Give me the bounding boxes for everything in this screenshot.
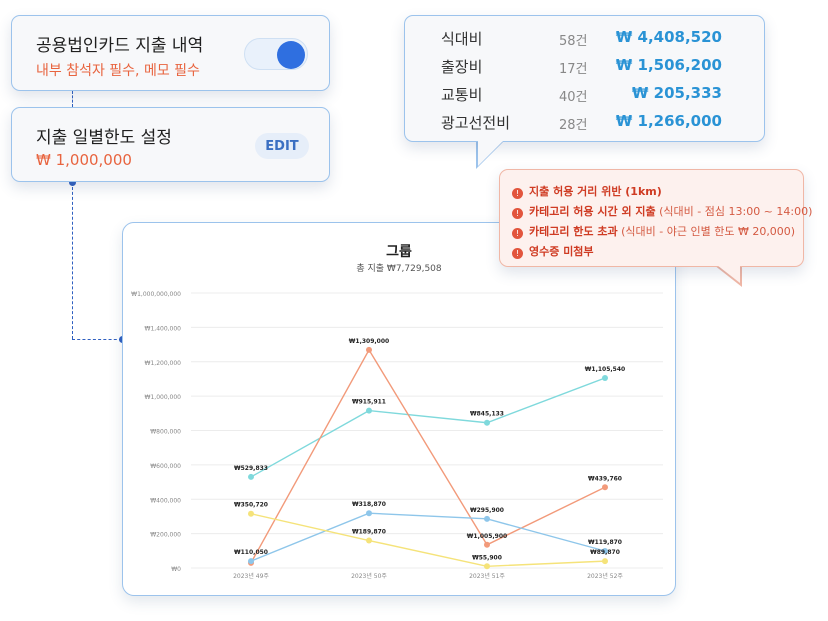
alert-detail: (식대비 - 점심 13:00 ~ 14:00) [655,205,813,218]
category-count: 17건 [559,62,588,77]
data-label: ₩915,911 [352,399,386,406]
y-tick-label: ₩1,200,000 [145,360,182,367]
toggle-knob [277,41,305,69]
x-tick-label: 2023년 52주 [587,572,623,580]
connector-dot [69,179,76,186]
data-label: ₩55,900 [472,554,502,561]
category-amount: ₩ 4,408,520 [615,28,722,46]
category-count: 58건 [559,34,588,49]
data-point [366,346,372,353]
category-row[interactable]: 교통비 40건 ₩ 205,333 [405,84,764,112]
data-label: ₩318,870 [352,501,386,508]
series-line [250,512,606,562]
category-count: 40건 [559,90,588,105]
alert-icon: ! [512,208,523,219]
alert-card-tail [717,265,740,283]
data-point [366,510,372,517]
category-row[interactable]: 식대비 58건 ₩ 4,408,520 [405,28,764,56]
x-tick-label: 2023년 51주 [469,572,505,580]
y-tick-label: ₩1,000,000 [145,394,182,401]
series-line [250,348,606,564]
policy-subtitle: 내부 참석자 필수, 메모 필수 [36,63,200,79]
data-point [602,484,608,491]
connector-line-bottom [72,182,73,339]
data-label: ₩845,133 [470,411,504,418]
connector-line-horizontal [72,339,122,340]
data-point [484,515,490,522]
data-label: ₩1,005,900 [467,533,507,540]
data-point [602,558,608,565]
alert-item: ! 영수증 미첨부 [512,243,594,259]
data-point [602,374,608,381]
data-label: ₩529,833 [234,465,268,472]
policy-title: 공용법인카드 지출 내역 [36,36,204,56]
alert-icon: ! [512,228,523,239]
limit-title: 지출 일별한도 설정 [36,128,172,148]
data-point [248,558,254,565]
data-label: ₩350,720 [234,502,268,509]
data-point [366,407,372,414]
series-line [250,377,606,478]
daily-limit-card: 지출 일별한도 설정 ₩ 1,000,000 EDIT [11,107,330,182]
y-tick-label: ₩400,000 [150,497,181,504]
alert-main: 영수증 미첨부 [529,245,594,258]
y-tick-label: ₩0 [171,566,181,573]
category-card-tail [478,140,504,166]
chart-subtitle: 총 지출 ₩7,729,508 [356,264,442,274]
alert-card: ! 지출 허용 거리 위반 (1km) ! 카테고리 허용 시간 외 지출 (식대비… [499,169,812,267]
y-tick-label: ₩200,000 [150,532,181,539]
category-name: 출장비 [441,58,483,76]
y-tick-label: ₩600,000 [150,463,181,470]
alert-detail: (식대비 - 야근 인별 한도 ₩ 20,000) [617,225,796,238]
alert-icon: ! [512,188,523,199]
alert-item: ! 카테고리 한도 초과 (식대비 - 야근 인별 한도 ₩ 20,000) [512,223,795,239]
category-row[interactable]: 출장비 17건 ₩ 1,506,200 [405,56,764,84]
series-line [250,513,606,567]
data-label: ₩110,050 [234,549,268,556]
data-label: ₩89,870 [590,549,620,556]
category-name: 교통비 [441,86,483,104]
data-point [248,510,254,517]
category-amount: ₩ 1,266,000 [615,112,722,130]
alert-item: ! 카테고리 허용 시간 외 지출 (식대비 - 점심 13:00 ~ 14:00… [512,203,812,219]
alert-main: 카테고리 한도 초과 [529,225,618,238]
data-label: ₩1,105,540 [585,366,625,373]
data-label: ₩439,760 [588,475,622,482]
policy-toggle[interactable] [244,38,308,70]
edit-button[interactable]: EDIT [255,133,309,159]
category-name: 광고선전비 [441,114,511,132]
data-label: ₩295,900 [470,507,504,514]
category-amount: ₩ 205,333 [631,84,722,102]
y-tick-label: ₩1,400,000 [145,325,182,332]
y-tick-label: ₩1,000,000,000 [131,291,181,298]
x-tick-label: 2023년 49주 [233,572,269,580]
data-point [484,563,490,570]
data-label: ₩189,870 [352,529,386,536]
x-tick-label: 2023년 50주 [351,572,387,580]
data-point [484,541,490,548]
data-point [484,419,490,426]
line-chart: ₩0 ₩200,000 ₩400,000 ₩600,000 ₩800,000 ₩1,000… [131,291,663,580]
category-amount: ₩ 1,506,200 [615,56,722,74]
data-label: ₩1,309,000 [349,338,389,345]
chart-title: 그룹 [386,244,412,260]
category-summary-card: 식대비 58건 ₩ 4,408,520 출장비 17건 ₩ 1,506,200 … [404,15,765,142]
policy-card: 공용법인카드 지출 내역 내부 참석자 필수, 메모 필수 [11,15,330,91]
alert-icon: ! [512,248,523,259]
category-name: 식대비 [441,30,483,48]
category-count: 28건 [559,118,588,133]
alert-item: ! 지출 허용 거리 위반 (1km) [512,183,662,199]
connector-line-top [72,91,73,107]
data-point [602,548,608,555]
data-label: ₩119,870 [588,539,622,546]
data-point [366,537,372,544]
alert-main: 카테고리 허용 시간 외 지출 [529,205,656,218]
limit-amount: ₩ 1,000,000 [36,151,132,169]
data-point [248,473,254,480]
chart-card: ₩0 ₩200,000 ₩400,000 ₩600,000 ₩800,000 ₩1,000… [122,222,676,596]
alert-main: 지출 허용 거리 위반 (1km) [529,185,662,198]
y-tick-label: ₩800,000 [150,429,181,436]
category-row[interactable]: 광고선전비 28건 ₩ 1,266,000 [405,112,764,140]
